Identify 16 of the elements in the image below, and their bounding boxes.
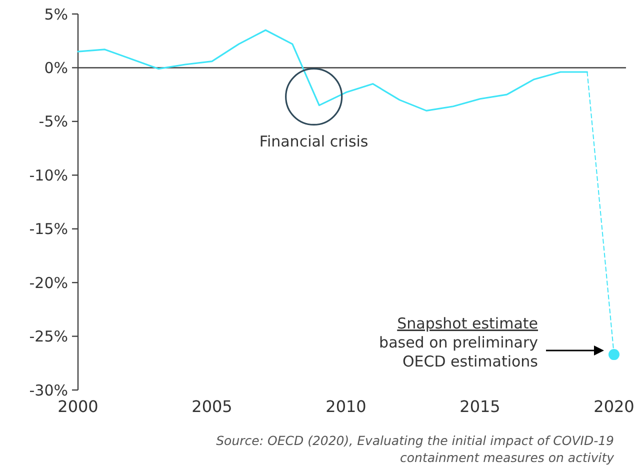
- x-tick-label: 2015: [460, 397, 500, 416]
- x-tick-label: 2010: [326, 397, 366, 416]
- y-tick-label: -20%: [29, 274, 68, 292]
- y-tick-label: 5%: [44, 5, 68, 24]
- annotation: Financial crisis: [259, 132, 368, 151]
- y-tick-label: -25%: [29, 328, 68, 346]
- annotation: Snapshot estimate based on preliminary OECD estimations: [379, 314, 538, 371]
- x-tick-label: 2000: [58, 397, 98, 416]
- y-tick-label: -30%: [29, 381, 68, 400]
- y-tick-label: -10%: [29, 166, 68, 184]
- x-tick-label: 2020: [594, 397, 634, 416]
- source-note: Source: OECD (2020), Evaluating the initial impact of COVID-19 containment measures on activity: [216, 433, 615, 465]
- y-tick-label: 0%: [44, 58, 68, 77]
- x-tick-label: 2005: [192, 397, 232, 416]
- y-tick-label: -5%: [38, 112, 68, 131]
- y-tick-label: -15%: [29, 220, 68, 238]
